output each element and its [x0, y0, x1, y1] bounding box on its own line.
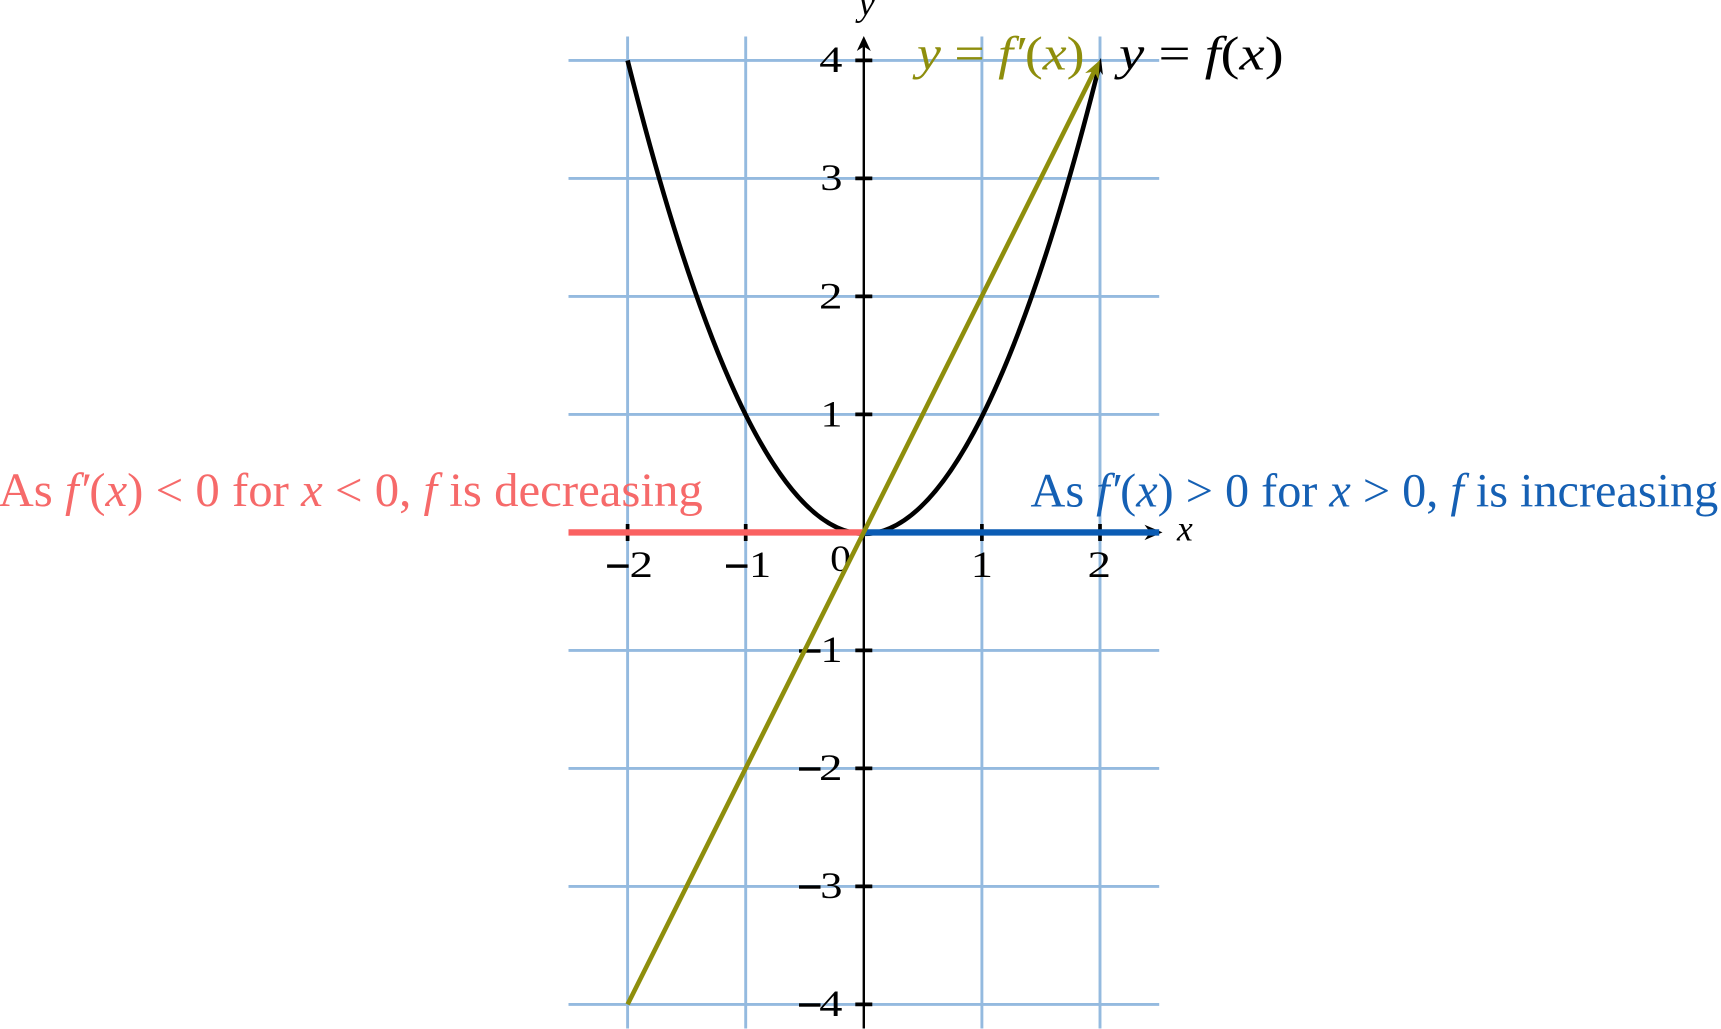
svg-text:y = f(x): y = f(x) — [1114, 28, 1284, 81]
svg-text:2: 2 — [819, 748, 843, 789]
svg-text:3: 3 — [820, 866, 842, 907]
svg-text:1: 1 — [971, 545, 993, 586]
svg-text:As f′(x) < 0 for x < 0, f is d: As f′(x) < 0 for x < 0, f is decreasing — [0, 464, 703, 516]
svg-text:4: 4 — [819, 984, 842, 1025]
svg-text:2: 2 — [1088, 545, 1112, 586]
svg-text:2: 2 — [630, 545, 654, 586]
svg-text:1: 1 — [821, 395, 843, 436]
svg-text:4: 4 — [819, 40, 842, 81]
svg-text:1: 1 — [821, 630, 843, 671]
svg-text:x: x — [1176, 509, 1193, 549]
svg-text:3: 3 — [820, 158, 842, 199]
svg-text:As f′(x) > 0 for x > 0, f is i: As f′(x) > 0 for x > 0, f is increasing — [1031, 465, 1719, 518]
svg-text:y: y — [855, 0, 876, 24]
svg-text:y = f′(x): y = f′(x) — [912, 27, 1085, 79]
svg-text:2: 2 — [819, 277, 843, 318]
svg-text:1: 1 — [749, 545, 771, 586]
